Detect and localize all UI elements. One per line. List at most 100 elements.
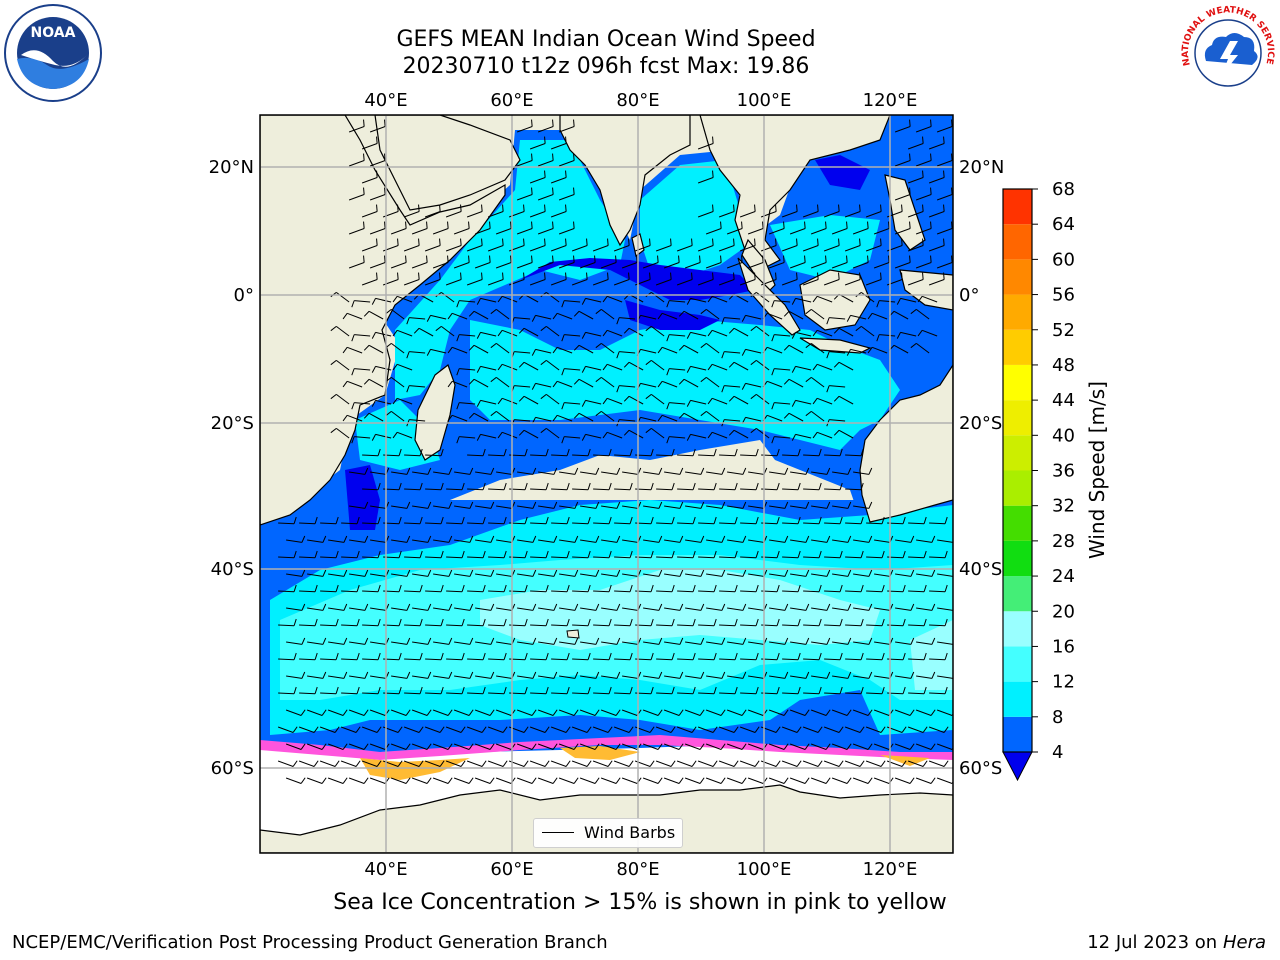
wind-barb	[614, 584, 633, 593]
wind-barb	[803, 584, 822, 593]
wind-barb	[936, 255, 953, 269]
wind-barb	[349, 501, 369, 509]
wind-barb	[425, 652, 444, 661]
wind-barb	[299, 550, 318, 559]
wind-barb	[852, 777, 873, 784]
wind-barb	[446, 550, 465, 559]
wind-barb	[698, 516, 717, 525]
longitude-labels-bottom: 40°E 60°E 80°E 100°E 120°E	[364, 859, 917, 880]
wind-barb	[580, 637, 600, 645]
wind-barb	[676, 726, 697, 733]
lon-label-top-80: 80°E	[616, 90, 659, 111]
wind-barb	[392, 329, 413, 337]
wind-barb	[643, 671, 663, 679]
lat-label-right-20: 20°N	[959, 157, 1004, 178]
wind-barb	[657, 414, 678, 422]
wind-barb	[833, 395, 854, 405]
wind-barb	[867, 346, 888, 354]
wind-barb	[936, 221, 953, 235]
wind-barb	[707, 431, 728, 439]
wind-barb	[928, 760, 949, 767]
wind-barb	[593, 448, 612, 457]
wind-barb	[551, 448, 570, 457]
wind-barb	[456, 300, 476, 308]
wind-barb	[412, 467, 432, 475]
wind-barb	[726, 255, 743, 269]
wind-barb	[446, 618, 465, 627]
wind-barb	[550, 272, 567, 286]
wind-barb	[530, 550, 549, 559]
colorbar-extend-arrow	[1002, 751, 1033, 782]
wind-barb	[663, 255, 680, 269]
wind-barb	[561, 402, 581, 410]
wind-barb	[328, 569, 348, 577]
wind-barb	[361, 726, 382, 733]
wind-barb	[572, 584, 591, 593]
wind-barb	[487, 238, 504, 252]
wind-barb	[894, 187, 911, 201]
wind-barb	[852, 709, 873, 716]
wind-barb	[698, 550, 717, 559]
wind-barb	[487, 726, 508, 733]
wind-barb	[684, 743, 705, 750]
wind-barb	[550, 204, 567, 218]
wind-barb	[558, 743, 579, 750]
wind-barb	[390, 743, 411, 750]
wind-barb	[895, 603, 915, 611]
colorbar-tick-label-28: 28	[1052, 531, 1075, 552]
wind-barb	[579, 743, 600, 750]
wind-barb	[558, 153, 575, 167]
colorbar-tick-label-4: 4	[1052, 742, 1063, 763]
wind-barb	[601, 637, 621, 645]
wind-barb	[718, 272, 735, 286]
wind-barb	[445, 238, 462, 252]
wind-barb	[769, 467, 789, 475]
wind-barb	[697, 170, 714, 184]
wind-barb	[846, 348, 867, 356]
sea-ice-edge-pink	[260, 735, 953, 760]
wind-barb	[319, 760, 340, 767]
wind-barb	[320, 686, 339, 695]
wind-barb	[286, 603, 306, 611]
wind-barb	[740, 618, 759, 627]
wind-barb	[371, 399, 392, 407]
wind-barb	[910, 342, 930, 354]
wind-barb	[592, 726, 613, 733]
wind-barb	[351, 436, 371, 444]
wind-barb	[782, 482, 801, 491]
wind-barb	[677, 448, 696, 457]
colorbar-segment-5	[1003, 540, 1032, 577]
wind-barb	[468, 344, 489, 354]
wind-barb	[286, 671, 306, 679]
wind-barb	[348, 777, 369, 784]
wind-barb	[771, 334, 791, 342]
wind-barb	[550, 726, 571, 733]
wind-barb	[342, 380, 363, 388]
wind-barb	[791, 399, 812, 407]
wind-barb	[412, 501, 432, 509]
wind-barb	[403, 726, 424, 733]
wind-barb	[495, 255, 512, 269]
wind-barb	[447, 414, 468, 422]
colorbar-tick-label-56: 56	[1052, 285, 1075, 306]
wind-barb	[719, 448, 738, 457]
wind-barb	[666, 300, 686, 308]
wind-barb	[719, 516, 738, 525]
wind-barb	[361, 170, 378, 184]
wind-barb	[404, 652, 423, 661]
wind-barb	[706, 637, 726, 645]
wind-barb	[677, 516, 696, 525]
wind-barb	[497, 363, 518, 371]
wind-barb	[803, 618, 822, 627]
wind-barb	[348, 187, 365, 201]
wind-barb	[740, 482, 759, 491]
wind-barb	[908, 686, 927, 695]
wind-barb	[865, 238, 882, 252]
wind-barb	[476, 399, 497, 407]
wind-barb	[328, 671, 348, 679]
wind-barb	[866, 516, 885, 525]
wind-barb	[487, 204, 504, 218]
wind-barb	[433, 569, 453, 577]
wind-barb	[739, 204, 756, 218]
colorbar-segment-12	[1003, 294, 1032, 330]
